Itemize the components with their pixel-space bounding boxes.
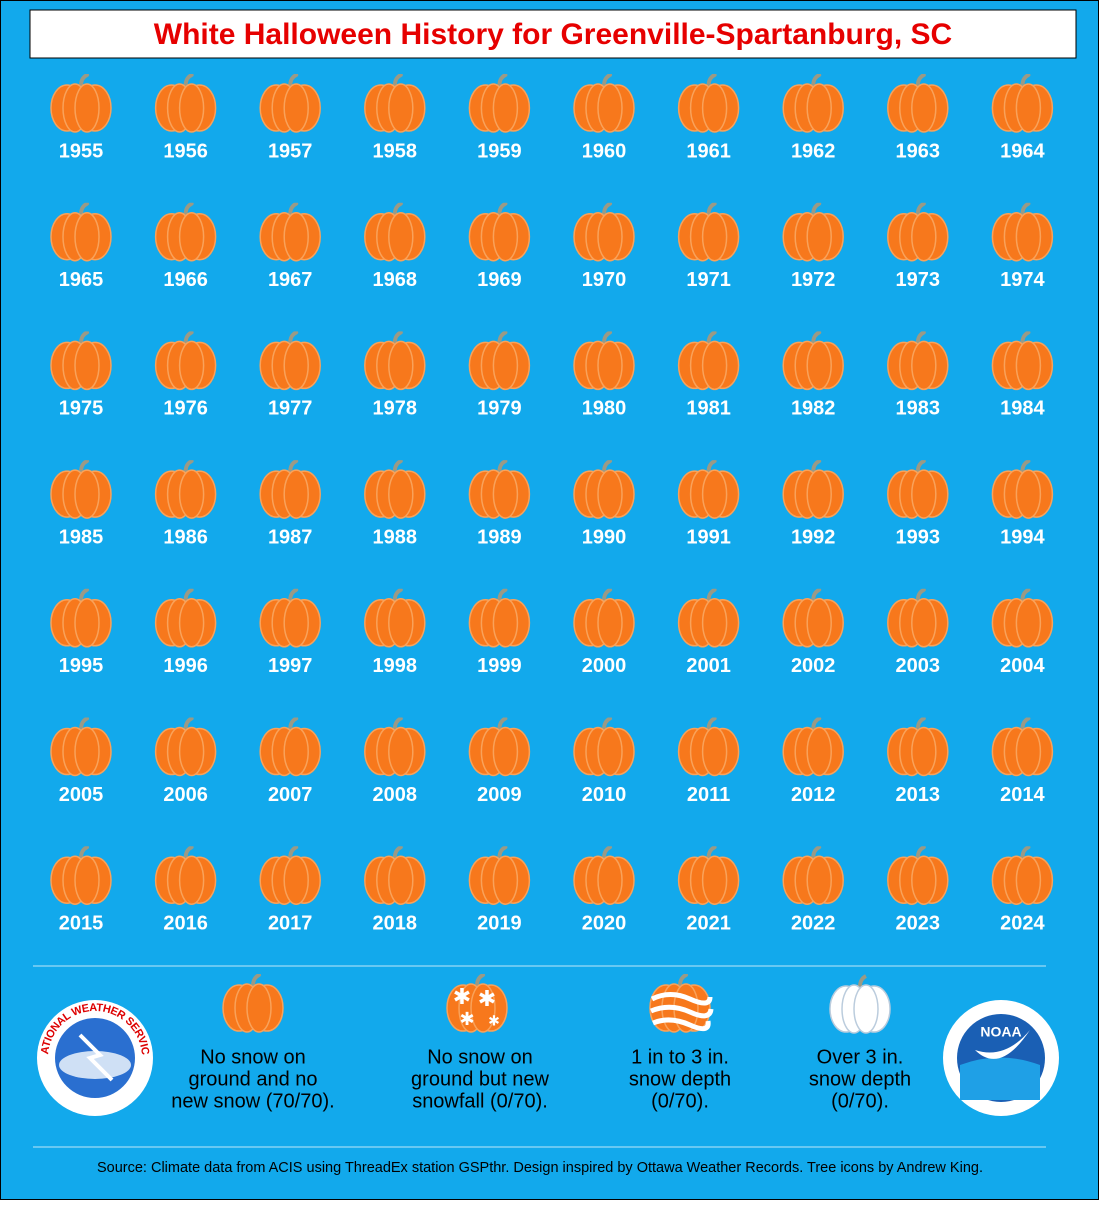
year-label: 2012 (791, 784, 836, 806)
year-label: 2014 (1000, 784, 1045, 806)
year-label: 1997 (268, 655, 313, 677)
legend-icons: ✱ ✱✱ ✱ (221, 974, 891, 1034)
legend-label: Over 3 in. (817, 1046, 904, 1068)
year-label: 1995 (59, 655, 104, 677)
legend-label: 1 in to 3 in. (631, 1046, 729, 1068)
year-label: 1963 (896, 140, 941, 162)
year-label: 2018 (373, 912, 418, 934)
legend-label: new snow (70/70). (171, 1090, 334, 1112)
year-label: 1962 (791, 140, 836, 162)
year-grid: 1955 1956 1957 1958 1959 1960 1961 1962 1963 1964… (49, 74, 1055, 934)
year-label: 1973 (896, 269, 941, 291)
legend-label: snow depth (809, 1068, 911, 1090)
year-label: 2021 (686, 912, 731, 934)
year-label: 1991 (686, 526, 731, 548)
legend-label: No snow on (200, 1046, 306, 1068)
year-label: 2011 (687, 784, 730, 806)
year-label: 2000 (582, 655, 627, 677)
year-label: 1966 (163, 269, 208, 291)
title: White Halloween History for Greenville-S… (154, 18, 952, 51)
year-label: 2009 (477, 784, 522, 806)
year-label: 2001 (686, 655, 731, 677)
legend-label: snowfall (0/70). (412, 1090, 548, 1112)
year-label: 2023 (896, 912, 941, 934)
year-label: 1969 (477, 269, 522, 291)
year-label: 1984 (1000, 398, 1045, 420)
svg-text:✱: ✱ (459, 1009, 474, 1029)
year-label: 1961 (686, 140, 731, 162)
year-label: 1977 (268, 398, 313, 420)
noaa-logo: NOAA (943, 1000, 1059, 1116)
year-label: 2013 (896, 784, 941, 806)
legend-label: (0/70). (831, 1090, 889, 1112)
year-label: 1990 (582, 526, 627, 548)
year-label: 1975 (59, 398, 104, 420)
year-label: 1985 (59, 526, 104, 548)
year-label: 1983 (896, 398, 941, 420)
year-label: 1972 (791, 269, 836, 291)
year-label: 1967 (268, 269, 313, 291)
year-label: 2015 (59, 912, 104, 934)
year-label: 1971 (686, 269, 731, 291)
year-label: 1979 (477, 398, 522, 420)
year-label: 1955 (59, 140, 104, 162)
svg-text:✱: ✱ (488, 1013, 500, 1029)
year-label: 1970 (582, 269, 627, 291)
year-label: 1998 (373, 655, 418, 677)
year-label: 2024 (1000, 912, 1045, 934)
legend-label: No snow on (427, 1046, 533, 1068)
year-label: 1956 (163, 140, 208, 162)
year-label: 1980 (582, 398, 627, 420)
legend-label: snow depth (629, 1068, 731, 1090)
year-label: 1988 (373, 526, 418, 548)
year-label: 1976 (163, 398, 208, 420)
legend-label: ground and no (188, 1068, 317, 1090)
year-label: 2005 (59, 784, 104, 806)
year-label: 1959 (477, 140, 522, 162)
title-box (29, 9, 1077, 59)
year-label: 2020 (582, 912, 627, 934)
year-label: 1987 (268, 526, 313, 548)
year-label: 1992 (791, 526, 836, 548)
year-label: 1957 (268, 140, 313, 162)
year-label: 1964 (1000, 140, 1045, 162)
year-label: 1996 (163, 655, 208, 677)
year-label: 1989 (477, 526, 522, 548)
year-label: 2019 (477, 912, 522, 934)
legend-label: ground but new (411, 1068, 549, 1090)
year-label: 1993 (896, 526, 941, 548)
year-label: 1968 (373, 269, 418, 291)
year-label: 1986 (163, 526, 208, 548)
year-label: 1974 (1000, 269, 1045, 291)
year-label: 2016 (163, 912, 208, 934)
year-label: 2004 (1000, 655, 1045, 677)
year-label: 1994 (1000, 526, 1045, 548)
year-label: 1965 (59, 269, 104, 291)
year-label: 2003 (896, 655, 941, 677)
year-label: 2002 (791, 655, 836, 677)
year-label: 2010 (582, 784, 627, 806)
year-label: 2008 (373, 784, 418, 806)
legend-label: (0/70). (651, 1090, 709, 1112)
year-label: 1978 (373, 398, 418, 420)
source: Source: Climate data from ACIS using Thr… (97, 1160, 983, 1176)
year-label: 1999 (477, 655, 522, 677)
year-label: 2007 (268, 784, 313, 806)
year-label: 1960 (582, 140, 627, 162)
year-label: 1981 (686, 398, 731, 420)
year-label: 2022 (791, 912, 836, 934)
svg-text:✱: ✱ (453, 984, 471, 1009)
svg-text:✱: ✱ (478, 986, 496, 1011)
year-label: 1982 (791, 398, 836, 420)
year-label: 2006 (163, 784, 208, 806)
year-label: 1958 (373, 140, 418, 162)
year-label: 2017 (268, 912, 313, 934)
logo-text: NOAA (980, 1024, 1021, 1040)
